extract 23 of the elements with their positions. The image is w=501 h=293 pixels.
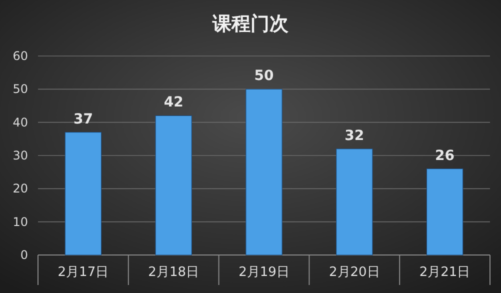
y-tick-label: 50 <box>12 82 28 96</box>
x-tick-label: 2月20日 <box>328 265 380 280</box>
x-tick-label: 2月21日 <box>419 265 470 280</box>
data-label: 42 <box>164 94 184 111</box>
y-tick-label: 60 <box>12 49 28 63</box>
y-tick-label: 0 <box>20 248 28 262</box>
y-tick-label: 40 <box>12 115 28 130</box>
bar <box>336 148 373 256</box>
y-tick-label: 10 <box>12 214 28 229</box>
data-label: 26 <box>435 148 455 164</box>
data-label: 37 <box>73 111 93 128</box>
x-tick-label: 2月17日 <box>58 265 109 280</box>
x-tick-label: 2月19日 <box>238 265 290 280</box>
bar <box>155 115 192 256</box>
x-tick-label: 2月18日 <box>148 265 200 280</box>
y-tick-label: 20 <box>12 182 28 196</box>
bar <box>426 168 464 256</box>
bar <box>246 88 282 256</box>
chart-title: 课程门次 <box>212 13 290 35</box>
y-tick-label: 30 <box>12 148 28 162</box>
bar <box>64 132 102 256</box>
data-label: 50 <box>254 68 274 84</box>
data-label: 32 <box>344 128 364 144</box>
